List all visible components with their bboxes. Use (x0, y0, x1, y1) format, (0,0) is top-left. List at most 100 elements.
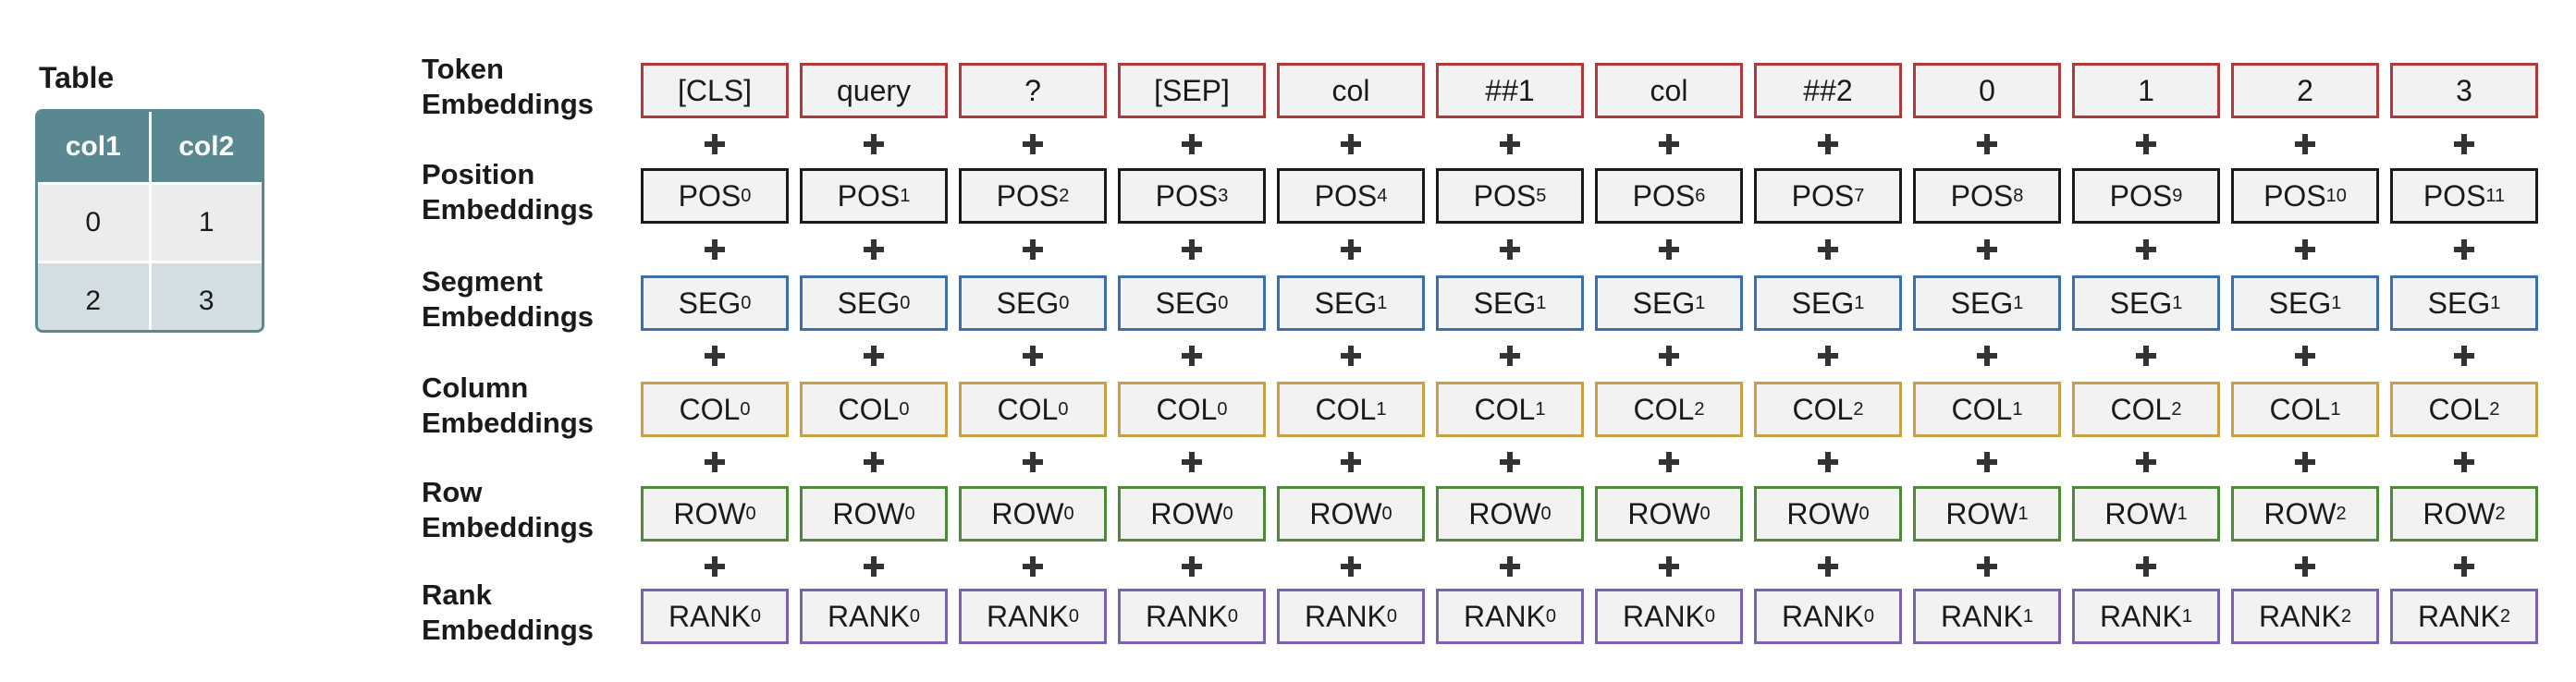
embedding-text: col (1650, 73, 1688, 107)
embedding-text: ##2 (1803, 73, 1853, 107)
embedding-text: ##1 (1485, 73, 1535, 107)
plus-icon (1277, 337, 1425, 374)
plus-icon (2231, 548, 2379, 585)
embedding-text: ROW (2423, 496, 2496, 530)
embedding-text: RANK (1145, 599, 1228, 633)
column-embeddings-label: Column Embeddings (422, 371, 644, 441)
segment-embedding-box: SEG 1 (2390, 275, 2538, 331)
plus-icon (641, 548, 789, 585)
plus-icon (1436, 444, 1584, 481)
segment-embedding-box: SEG 1 (1436, 275, 1584, 331)
embedding-text: COL (1951, 392, 2013, 426)
row-label-line2: Embeddings (422, 511, 595, 543)
embedding-text: POS (678, 178, 742, 213)
position-embedding-box: POS 9 (2072, 168, 2220, 224)
rank-embedding-box: RANK 0 (1118, 589, 1266, 644)
row-label-line2: Embeddings (422, 300, 595, 333)
plus-icon (959, 548, 1107, 585)
segment-embedding-box: SEG 1 (1913, 275, 2061, 331)
embedding-text: RANK (2258, 599, 2341, 633)
column-embedding-box: COL 1 (1913, 382, 2061, 437)
embedding-text: ROW (1309, 496, 1382, 530)
embedding-text: RANK (2099, 599, 2182, 633)
plus-icon (1277, 126, 1425, 163)
embedding-text: POS (1791, 178, 1855, 213)
plus-icon (800, 548, 948, 585)
plus-icon (641, 337, 789, 374)
plus-icon (1754, 231, 1902, 268)
segment-embedding-box: SEG 0 (800, 275, 948, 331)
row-embedding-box: ROW 0 (1754, 486, 1902, 542)
plus-icon (1118, 231, 1266, 268)
embedding-text: SEG (1155, 286, 1219, 320)
position-embedding-box: POS 2 (959, 168, 1107, 224)
table-header-col1: col1 (38, 112, 152, 184)
position-embeddings-label: Position Embeddings (422, 157, 644, 227)
row-embedding-box: ROW 0 (1277, 486, 1425, 542)
plus-icon (2231, 126, 2379, 163)
column-embedding-box: COL 0 (959, 382, 1107, 437)
embedding-text: 3 (2456, 73, 2472, 107)
embedding-text: SEG (837, 286, 901, 320)
embedding-text: ROW (673, 496, 746, 530)
row-embedding-box: ROW 0 (641, 486, 789, 542)
plus-icon (800, 337, 948, 374)
plus-icon (1595, 548, 1743, 585)
embedding-text: POS (1314, 178, 1378, 213)
embedding-text: 2 (2297, 73, 2313, 107)
plus-icon (1436, 231, 1584, 268)
embedding-text: SEG (2109, 286, 2173, 320)
position-embedding-box: POS 11 (2390, 168, 2538, 224)
column-embedding-box: COL 0 (641, 382, 789, 437)
table-cell: 1 (150, 182, 262, 262)
column-embedding-box: COL 0 (800, 382, 948, 437)
position-embedding-box: POS 7 (1754, 168, 1902, 224)
plus-icon (641, 231, 789, 268)
embedding-text: RANK (2417, 599, 2500, 633)
embedding-text: ROW (991, 496, 1064, 530)
plus-icon (1277, 231, 1425, 268)
embedding-text: RANK (1940, 599, 2023, 633)
column-embedding-box: COL 2 (1595, 382, 1743, 437)
position-embedding-box: POS 0 (641, 168, 789, 224)
embedding-text: POS (2109, 178, 2173, 213)
embedding-text: POS (1473, 178, 1537, 213)
plus-icon (641, 444, 789, 481)
row-embedding-box: ROW 0 (959, 486, 1107, 542)
row-embedding-box: ROW 2 (2390, 486, 2538, 542)
embedding-text: 1 (2138, 73, 2154, 107)
table-cell: 2 (38, 261, 152, 330)
table-header-col2: col2 (150, 112, 262, 184)
rank-embedding-box: RANK 0 (1436, 589, 1584, 644)
token-embedding-box: ##2 (1754, 63, 1902, 118)
embedding-text: RANK (1304, 599, 1387, 633)
plus-icon (1754, 337, 1902, 374)
row-label-line2: Embeddings (422, 88, 595, 120)
embedding-text: COL (1315, 392, 1377, 426)
position-embedding-box: POS 5 (1436, 168, 1584, 224)
example-table: col1 col2 0 1 2 3 (35, 109, 264, 333)
embedding-text: ROW (2263, 496, 2337, 530)
rank-embedding-box: RANK 0 (959, 589, 1107, 644)
plus-icon (1913, 548, 2061, 585)
embedding-text: RANK (1781, 599, 1864, 633)
token-embedding-box: col (1595, 63, 1743, 118)
plus-icon (2072, 231, 2220, 268)
embedding-text: COL (2110, 392, 2172, 426)
embedding-text: SEG (1791, 286, 1855, 320)
embedding-text: COL (679, 392, 741, 426)
plus-icon (1913, 126, 2061, 163)
plus-icon (1913, 231, 2061, 268)
embedding-text: query (836, 73, 912, 107)
row-embeddings-label: Row Embeddings (422, 475, 644, 545)
plus-icon (2231, 337, 2379, 374)
plus-icon (800, 126, 948, 163)
row-label-line1: Row (422, 476, 483, 508)
plus-icon (2390, 126, 2538, 163)
plus-icon (1595, 231, 1743, 268)
table-cell: 3 (150, 261, 262, 330)
plus-icon (2072, 444, 2220, 481)
plus-icon (2390, 444, 2538, 481)
plus-icon (1118, 444, 1266, 481)
position-embedding-box: POS 3 (1118, 168, 1266, 224)
